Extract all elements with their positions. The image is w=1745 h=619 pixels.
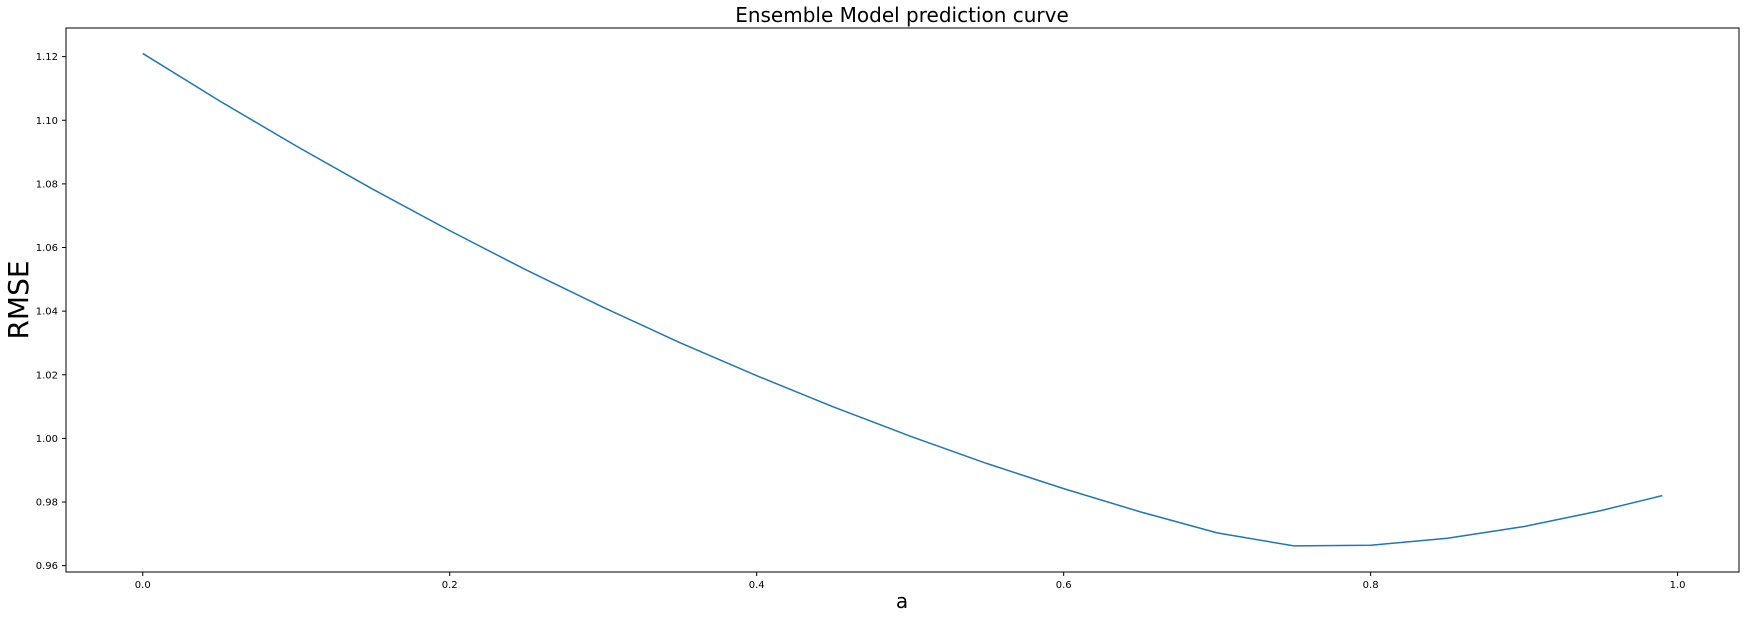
y-tick-label: 1.04 [36,307,58,318]
y-tick-label: 0.98 [36,498,58,509]
y-tick-label: 1.08 [36,179,58,190]
x-axis: 0.0 0.2 0.4 0.6 0.8 1.0 [135,572,1686,591]
y-tick-label: 1.12 [36,52,58,63]
y-axis: 0.96 0.98 1.00 1.02 1.04 1.06 1.08 1.10 1.12 [36,52,66,572]
x-tick-label: 0.0 [135,580,151,591]
y-tick-label: 1.10 [36,116,58,127]
y-tick-label: 0.96 [36,561,58,572]
y-tick-label: 1.00 [36,434,58,445]
x-tick-label: 0.4 [749,580,765,591]
x-tick-label: 0.6 [1056,580,1072,591]
series-line [142,52,1663,547]
x-tick-label: 1.0 [1670,580,1686,591]
chart-title: Ensemble Model prediction curve [735,3,1069,27]
x-axis-label: a [896,589,908,613]
plot-frame [65,27,1740,573]
x-tick-label: 0.2 [442,580,458,591]
x-tick-label: 0.8 [1363,580,1379,591]
y-axis-label: RMSE [2,260,35,339]
y-tick-label: 1.06 [36,243,58,254]
y-tick-label: 1.02 [36,370,58,381]
